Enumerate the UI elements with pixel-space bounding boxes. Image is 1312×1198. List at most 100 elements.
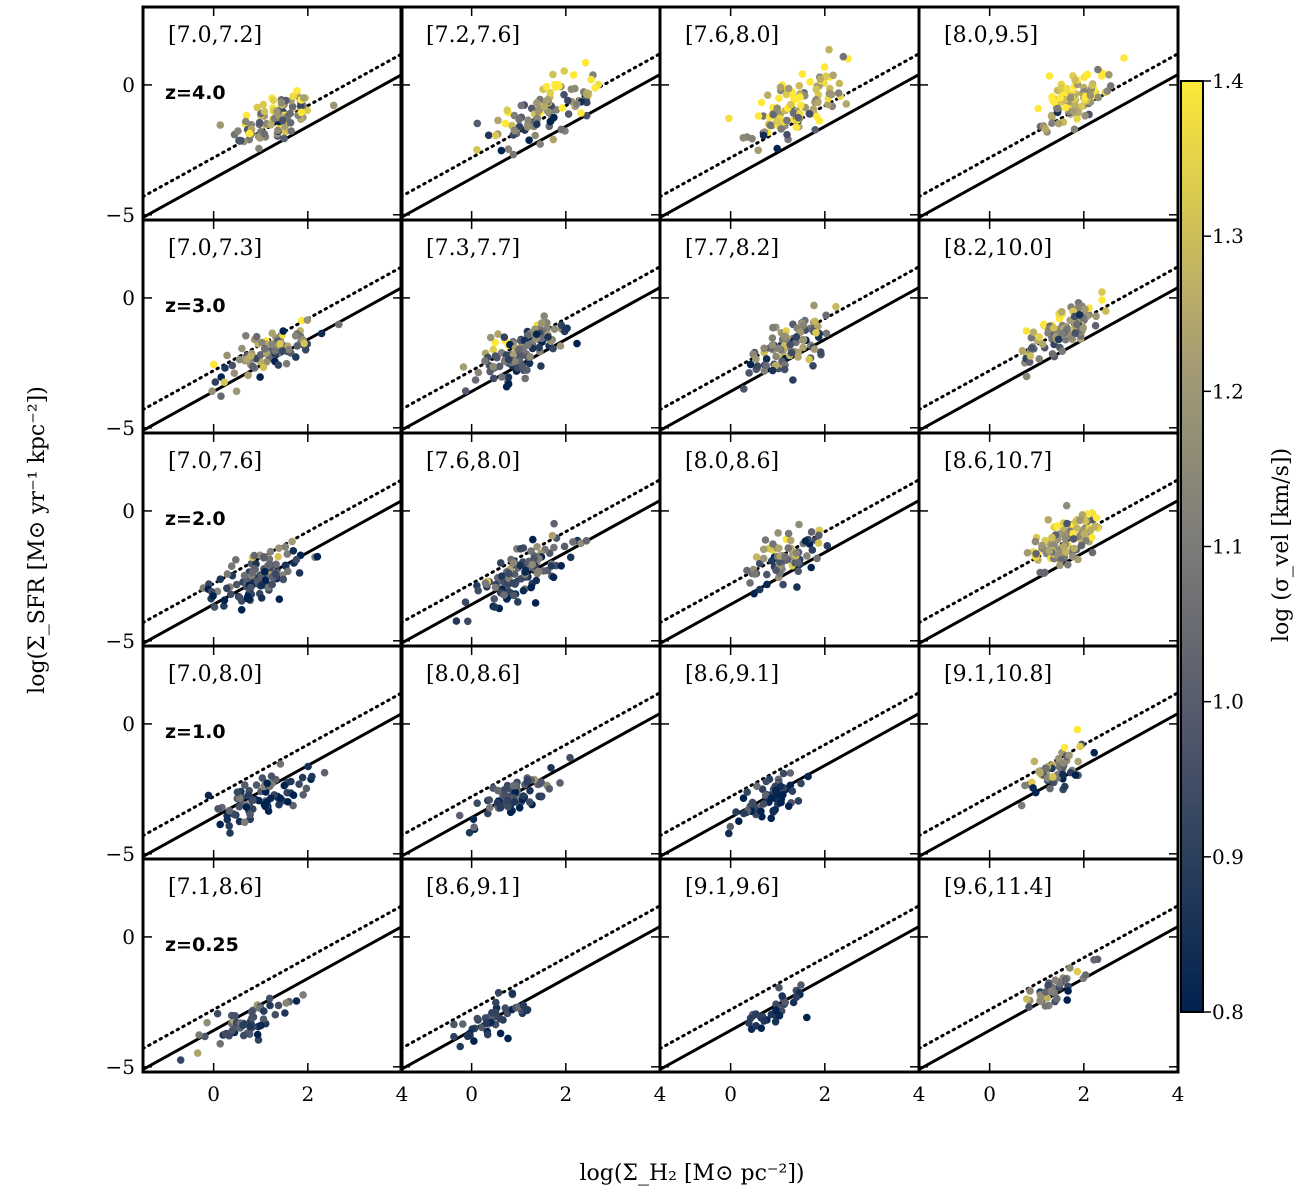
data-point — [540, 312, 548, 320]
data-point — [1029, 328, 1038, 337]
data-point — [1053, 522, 1061, 530]
data-point — [244, 791, 253, 800]
data-point — [267, 120, 275, 129]
data-point — [240, 571, 249, 580]
data-point — [491, 583, 500, 592]
data-point — [252, 332, 261, 341]
data-point — [1059, 759, 1068, 767]
data-point — [211, 378, 220, 386]
data-point — [239, 1021, 247, 1030]
reference-line-dotted — [919, 691, 1178, 838]
data-point — [289, 791, 298, 799]
data-point — [489, 362, 497, 371]
data-point — [769, 323, 777, 332]
data-point — [1022, 372, 1031, 381]
data-point — [548, 531, 557, 540]
data-point — [274, 1001, 283, 1010]
data-point — [1035, 333, 1043, 341]
data-point — [1070, 125, 1079, 134]
data-point — [281, 561, 290, 570]
data-point — [1082, 536, 1090, 545]
data-point — [772, 566, 780, 575]
panel-r3-c4: [8.6,10.7] — [917, 431, 1180, 648]
data-point — [560, 90, 568, 99]
data-point — [502, 382, 511, 391]
mass-bin-label: [7.6,8.0] — [685, 23, 779, 48]
data-point — [272, 560, 280, 569]
panel-r5-c2: 0 2 4 [8.6,9.1] — [399, 857, 666, 1106]
data-point — [786, 781, 795, 790]
data-point — [248, 568, 257, 577]
data-point — [260, 130, 269, 138]
data-point — [761, 536, 770, 544]
data-point — [550, 325, 559, 334]
data-point — [581, 58, 590, 67]
reference-line-solid — [143, 73, 402, 219]
data-point — [537, 362, 545, 370]
data-point — [263, 798, 271, 807]
data-point — [1092, 514, 1101, 522]
data-point — [1074, 757, 1082, 766]
data-point — [262, 358, 271, 366]
data-point — [1081, 971, 1090, 979]
data-point — [214, 805, 222, 813]
data-point — [775, 983, 783, 992]
data-point — [825, 45, 833, 54]
data-point — [835, 79, 844, 88]
data-point — [255, 144, 263, 153]
data-point — [246, 1022, 254, 1031]
data-point — [217, 392, 225, 401]
data-point — [774, 344, 783, 353]
data-point — [274, 126, 282, 135]
reference-line-solid — [401, 499, 660, 645]
data-point — [814, 98, 822, 107]
data-point — [474, 368, 483, 377]
data-point — [746, 579, 754, 587]
data-point — [795, 520, 803, 529]
data-point — [293, 342, 302, 350]
data-point — [752, 355, 760, 363]
data-point — [508, 989, 517, 998]
mass-bin-label: [7.3,7.7] — [426, 236, 520, 261]
data-point — [798, 70, 807, 78]
data-point — [769, 110, 777, 119]
data-point — [794, 353, 802, 361]
data-point — [1090, 956, 1098, 964]
data-point — [265, 994, 274, 1003]
data-point — [509, 579, 517, 587]
data-point — [1048, 350, 1057, 358]
data-point — [725, 114, 733, 123]
data-point — [494, 116, 502, 125]
data-point — [1091, 321, 1100, 330]
data-point — [754, 146, 762, 155]
data-point — [523, 123, 532, 131]
data-point — [1026, 987, 1034, 995]
data-point — [531, 599, 540, 607]
data-point — [232, 580, 241, 589]
data-point — [811, 126, 819, 134]
data-point — [1088, 81, 1096, 89]
data-point — [1069, 107, 1078, 115]
data-point — [537, 319, 546, 327]
data-point — [299, 791, 308, 799]
data-point — [812, 112, 821, 121]
data-point — [266, 547, 275, 556]
reference-line-solid — [919, 286, 1178, 432]
data-point — [503, 796, 512, 805]
data-point — [281, 1009, 289, 1017]
data-point — [564, 110, 573, 118]
x-tick-label: 4 — [913, 1082, 926, 1106]
data-point — [810, 345, 819, 354]
y-tick-label: 0 — [122, 286, 135, 310]
data-point — [245, 129, 254, 138]
data-point — [242, 332, 250, 340]
data-point — [549, 573, 558, 582]
mass-bin-label: [8.6,9.1] — [426, 875, 520, 900]
data-point — [276, 340, 284, 348]
data-point — [525, 798, 534, 806]
data-point — [792, 338, 800, 347]
panel-r5-c4: 0 2 4 [9.6,11.4] — [917, 857, 1184, 1106]
data-point — [220, 596, 229, 604]
data-point — [494, 786, 502, 795]
data-point — [241, 781, 249, 789]
